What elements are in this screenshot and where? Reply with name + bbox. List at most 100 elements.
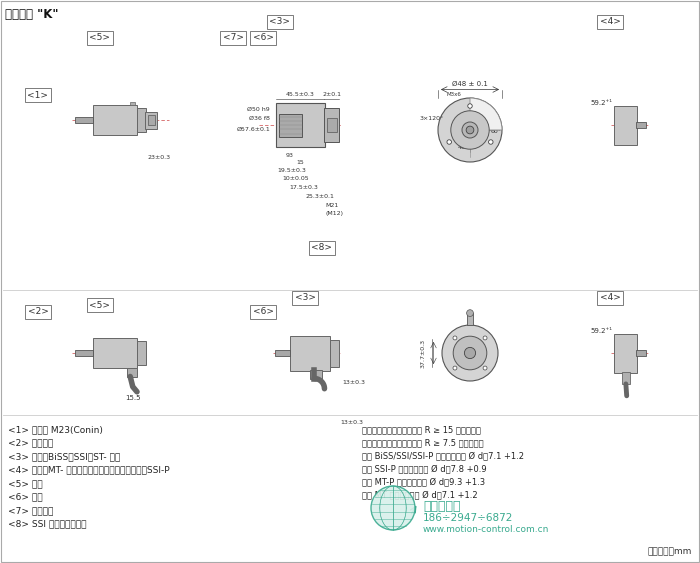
Text: 186÷2947÷6872: 186÷2947÷6872 bbox=[423, 513, 513, 523]
Bar bbox=[276, 103, 325, 147]
Text: 使用 MT-P 接口时的电缆 Ø d：9.3 +1.3: 使用 MT-P 接口时的电缆 Ø d：9.3 +1.3 bbox=[362, 477, 485, 486]
Circle shape bbox=[453, 336, 457, 340]
Text: 17.5±0.3: 17.5±0.3 bbox=[290, 185, 319, 190]
Bar bbox=[636, 122, 646, 128]
Text: 10±0.05: 10±0.05 bbox=[282, 176, 309, 181]
Text: <7> 二者选一: <7> 二者选一 bbox=[8, 506, 53, 515]
Bar bbox=[636, 350, 646, 356]
Text: <6>: <6> bbox=[253, 307, 274, 316]
Text: Ø48 ± 0.1: Ø48 ± 0.1 bbox=[452, 81, 488, 87]
Text: M3x6: M3x6 bbox=[458, 121, 472, 126]
Bar bbox=[93, 105, 137, 135]
Circle shape bbox=[467, 310, 473, 316]
Circle shape bbox=[489, 140, 493, 144]
Text: <5> 轴向: <5> 轴向 bbox=[8, 479, 43, 488]
Text: 23±0.3: 23±0.3 bbox=[148, 155, 171, 160]
Bar bbox=[324, 108, 340, 142]
Bar bbox=[274, 350, 290, 356]
Bar bbox=[614, 106, 637, 145]
Bar bbox=[290, 336, 330, 371]
Text: 夹紧法兰 "K": 夹紧法兰 "K" bbox=[5, 8, 59, 21]
Text: <5>: <5> bbox=[90, 301, 111, 310]
Text: <8> SSI 可选括号内的値: <8> SSI 可选括号内的値 bbox=[8, 520, 87, 529]
Text: <6> 径向: <6> 径向 bbox=[8, 493, 43, 502]
Circle shape bbox=[438, 98, 502, 162]
Text: 使用 BiSS/SSI/SSI-P 接口时的电缆 Ø d：7.1 +1.2: 使用 BiSS/SSI/SSI-P 接口时的电缆 Ø d：7.1 +1.2 bbox=[362, 451, 524, 460]
Bar bbox=[130, 101, 135, 105]
Text: 弹性安装时的电缆弯曲半径 R ≥ 15 倍电缆直径: 弹性安装时的电缆弯曲半径 R ≥ 15 倍电缆直径 bbox=[362, 425, 481, 434]
Circle shape bbox=[453, 366, 457, 370]
Circle shape bbox=[447, 140, 452, 144]
Text: <4> 接口：MT- 并行（仅适用电缆）、现场总线、SSI-P: <4> 接口：MT- 并行（仅适用电缆）、现场总线、SSI-P bbox=[8, 466, 169, 475]
Text: 尺寸单位：mm: 尺寸单位：mm bbox=[648, 547, 692, 556]
Bar bbox=[75, 350, 93, 356]
Text: 固定安装时的电缆弯曲半径 R ≥ 7.5 倍电缆直径: 固定安装时的电缆弯曲半径 R ≥ 7.5 倍电缆直径 bbox=[362, 438, 484, 447]
Bar bbox=[145, 111, 157, 128]
Wedge shape bbox=[470, 98, 502, 130]
Text: <7>: <7> bbox=[223, 34, 244, 42]
Text: <2> 连接电缆: <2> 连接电缆 bbox=[8, 439, 53, 448]
Text: 15.5: 15.5 bbox=[125, 395, 141, 401]
Circle shape bbox=[451, 111, 489, 149]
Text: 使用 MT 接口时畀电缆 Ø d：7.1 +1.2: 使用 MT 接口时畀电缆 Ø d：7.1 +1.2 bbox=[362, 490, 477, 499]
Text: 59.2⁺¹: 59.2⁺¹ bbox=[590, 100, 612, 106]
Text: 3: 3 bbox=[288, 153, 293, 158]
Bar bbox=[467, 313, 473, 325]
Text: 2±0.1: 2±0.1 bbox=[322, 92, 341, 97]
Text: <4>: <4> bbox=[600, 293, 620, 302]
Text: 13±0.3: 13±0.3 bbox=[340, 420, 363, 425]
Text: Ø36 f8: Ø36 f8 bbox=[249, 116, 270, 120]
Text: 60°: 60° bbox=[491, 129, 502, 134]
Bar bbox=[127, 368, 137, 377]
Circle shape bbox=[483, 366, 487, 370]
Bar bbox=[326, 118, 337, 132]
Text: <8>: <8> bbox=[312, 244, 332, 252]
Circle shape bbox=[371, 486, 415, 530]
Text: <1> 连接器 M23(Conin): <1> 连接器 M23(Conin) bbox=[8, 425, 103, 434]
Text: <1>: <1> bbox=[27, 91, 48, 100]
Circle shape bbox=[483, 336, 487, 340]
Text: M21: M21 bbox=[326, 203, 339, 208]
Bar bbox=[614, 334, 637, 373]
Text: <3> 接口：BiSS、SSI、ST- 并行: <3> 接口：BiSS、SSI、ST- 并行 bbox=[8, 452, 120, 461]
Circle shape bbox=[466, 126, 474, 134]
Text: 19.5±0.3: 19.5±0.3 bbox=[277, 168, 306, 173]
Text: <3>: <3> bbox=[295, 293, 316, 302]
Text: 20°: 20° bbox=[477, 107, 487, 112]
Bar bbox=[310, 370, 322, 378]
Bar bbox=[622, 372, 630, 384]
Circle shape bbox=[468, 104, 472, 108]
Circle shape bbox=[453, 336, 486, 370]
Text: 西安德伍拓: 西安德伍拓 bbox=[423, 500, 461, 513]
Bar bbox=[148, 115, 155, 125]
Bar bbox=[137, 341, 146, 365]
Bar bbox=[137, 109, 146, 132]
Text: M3x6: M3x6 bbox=[447, 92, 461, 97]
Bar bbox=[330, 340, 339, 367]
Text: 45.5±0.3: 45.5±0.3 bbox=[286, 92, 314, 97]
Text: 37.7±0.3: 37.7±0.3 bbox=[421, 338, 426, 368]
Text: www.motion-control.com.cn: www.motion-control.com.cn bbox=[423, 525, 550, 534]
Text: 13±0.3: 13±0.3 bbox=[343, 380, 365, 385]
Text: <4>: <4> bbox=[600, 17, 620, 26]
Text: <5>: <5> bbox=[90, 34, 111, 42]
Circle shape bbox=[464, 347, 475, 359]
Text: 3×120°: 3×120° bbox=[420, 117, 444, 122]
Text: <2>: <2> bbox=[27, 307, 48, 316]
Bar bbox=[75, 118, 93, 123]
Text: 使用 SSI-P 接口时的电缆 Ø d：7.8 +0.9: 使用 SSI-P 接口时的电缆 Ø d：7.8 +0.9 bbox=[362, 464, 486, 473]
Text: Ø50 h9: Ø50 h9 bbox=[247, 107, 270, 112]
Bar bbox=[93, 338, 137, 368]
Text: Ø57.6±0.1: Ø57.6±0.1 bbox=[237, 127, 270, 132]
Text: 59.2⁺¹: 59.2⁺¹ bbox=[590, 328, 612, 334]
Text: 15: 15 bbox=[296, 160, 304, 165]
Text: 25.3±0.1: 25.3±0.1 bbox=[305, 194, 334, 199]
Circle shape bbox=[462, 122, 478, 138]
Text: 9: 9 bbox=[286, 153, 290, 158]
Bar bbox=[279, 114, 302, 137]
Text: <3>: <3> bbox=[270, 17, 290, 26]
Text: 40°: 40° bbox=[457, 145, 468, 150]
Text: <6>: <6> bbox=[253, 34, 274, 42]
Circle shape bbox=[442, 325, 498, 381]
Text: (M12): (M12) bbox=[326, 211, 344, 216]
